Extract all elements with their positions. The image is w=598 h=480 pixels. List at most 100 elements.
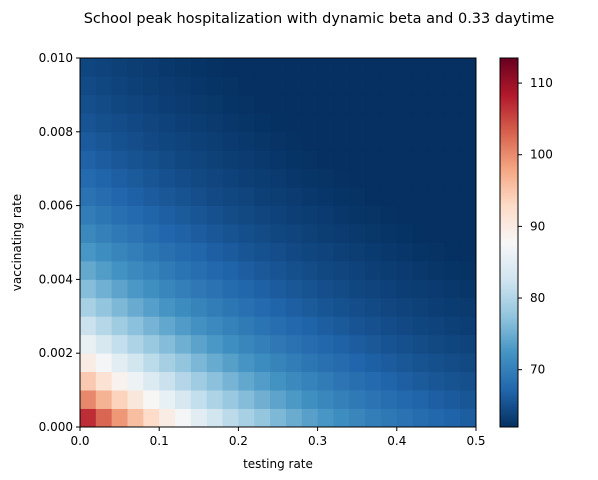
heatmap-cell bbox=[333, 279, 350, 299]
heatmap-cell bbox=[159, 316, 176, 336]
heatmap-cell bbox=[95, 168, 113, 188]
heatmap-cell bbox=[349, 371, 366, 391]
heatmap-cell bbox=[380, 353, 398, 373]
heatmap-cell bbox=[349, 334, 366, 354]
heatmap-cell bbox=[238, 408, 255, 428]
heatmap-cell bbox=[222, 408, 239, 428]
heatmap-cell bbox=[317, 297, 334, 317]
heatmap-cell bbox=[238, 242, 255, 262]
heatmap-cell bbox=[285, 353, 303, 373]
heatmap-cell bbox=[127, 242, 144, 262]
heatmap-cell bbox=[412, 131, 429, 151]
heatmap-cell bbox=[206, 168, 223, 188]
heatmap-cell bbox=[349, 113, 366, 133]
heatmap-cell bbox=[95, 150, 113, 170]
heatmap-cell bbox=[460, 334, 477, 354]
heatmap-cell bbox=[111, 94, 128, 114]
heatmap-cell bbox=[444, 168, 461, 188]
heatmap-cell bbox=[95, 297, 113, 317]
heatmap-cell bbox=[412, 76, 429, 96]
heatmap-cell bbox=[206, 187, 223, 206]
heatmap-cell bbox=[80, 76, 97, 96]
heatmap-cell bbox=[143, 131, 160, 151]
heatmap-cell bbox=[380, 187, 398, 206]
heatmap-cell bbox=[317, 205, 334, 225]
heatmap-cell bbox=[428, 58, 445, 77]
heatmap-cell bbox=[396, 94, 414, 114]
heatmap-cell bbox=[412, 279, 429, 299]
heatmap-cell bbox=[238, 279, 255, 299]
heatmap-cell bbox=[333, 168, 350, 188]
heatmap-cell bbox=[365, 168, 382, 188]
heatmap-cell bbox=[127, 58, 144, 77]
heatmap-cell bbox=[270, 260, 287, 280]
heatmap-cell bbox=[333, 242, 350, 262]
heatmap-cell bbox=[380, 113, 398, 133]
heatmap-cell bbox=[95, 316, 113, 336]
heatmap-cell bbox=[222, 94, 239, 114]
heatmap-cell bbox=[333, 260, 350, 280]
colorbar bbox=[499, 57, 519, 428]
heatmap-cell bbox=[365, 205, 382, 225]
heatmap-cell bbox=[175, 187, 192, 206]
heatmap-cell bbox=[380, 94, 398, 114]
colorbar-tick-label: 110 bbox=[530, 76, 553, 90]
heatmap-cell bbox=[238, 260, 255, 280]
heatmap-cell bbox=[301, 279, 318, 299]
heatmap-cell bbox=[159, 187, 176, 206]
heatmap-cell bbox=[380, 224, 398, 243]
heatmap-cell bbox=[175, 113, 192, 133]
heatmap-cell bbox=[285, 113, 303, 133]
heatmap-cell bbox=[175, 390, 192, 409]
heatmap-cell bbox=[285, 76, 303, 96]
heatmap-cell bbox=[428, 408, 445, 428]
heatmap-cell bbox=[175, 94, 192, 114]
heatmap-cell bbox=[190, 260, 208, 280]
heatmap-cell bbox=[127, 316, 144, 336]
heatmap-cell bbox=[206, 371, 223, 391]
heatmap-cell bbox=[444, 187, 461, 206]
heatmap-cell bbox=[175, 224, 192, 243]
heatmap-cell bbox=[333, 205, 350, 225]
heatmap-cell bbox=[349, 242, 366, 262]
heatmap-cell bbox=[175, 168, 192, 188]
heatmap-cell bbox=[143, 408, 160, 428]
heatmap-cell bbox=[238, 76, 255, 96]
heatmap-cell bbox=[317, 242, 334, 262]
heatmap-cell bbox=[412, 150, 429, 170]
heatmap-cell bbox=[254, 260, 271, 280]
heatmap-cell bbox=[285, 187, 303, 206]
heatmap-cell bbox=[396, 390, 414, 409]
heatmap-cell bbox=[380, 371, 398, 391]
heatmap-cell bbox=[396, 242, 414, 262]
heatmap-cell bbox=[396, 297, 414, 317]
heatmap-cell bbox=[412, 205, 429, 225]
heatmap-cell bbox=[175, 316, 192, 336]
heatmap-cell bbox=[333, 187, 350, 206]
heatmap-cell bbox=[317, 371, 334, 391]
heatmap-cell bbox=[301, 316, 318, 336]
heatmap-cell bbox=[127, 297, 144, 317]
heatmap-cell bbox=[254, 150, 271, 170]
heatmap-cell bbox=[111, 353, 128, 373]
heatmap-cell bbox=[333, 334, 350, 354]
heatmap-cell bbox=[396, 260, 414, 280]
heatmap-cell bbox=[301, 94, 318, 114]
heatmap-cell bbox=[80, 168, 97, 188]
heatmap-cell bbox=[349, 131, 366, 151]
heatmap-cell bbox=[444, 353, 461, 373]
heatmap-cell bbox=[190, 94, 208, 114]
heatmap-cell bbox=[317, 316, 334, 336]
heatmap-cell bbox=[460, 58, 477, 77]
heatmap-cell bbox=[428, 371, 445, 391]
heatmap-cell bbox=[301, 131, 318, 151]
heatmap-cell bbox=[175, 371, 192, 391]
heatmap-cell bbox=[254, 205, 271, 225]
heatmap-cell bbox=[412, 260, 429, 280]
heatmap-cell bbox=[80, 371, 97, 391]
heatmap-cell bbox=[428, 94, 445, 114]
heatmap-cell bbox=[396, 224, 414, 243]
heatmap-cell bbox=[285, 150, 303, 170]
heatmap-cell bbox=[95, 334, 113, 354]
heatmap-cell bbox=[333, 390, 350, 409]
